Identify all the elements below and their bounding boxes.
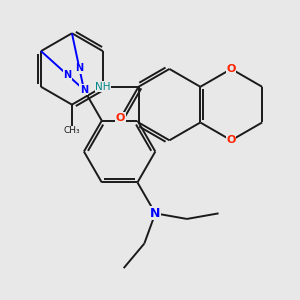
Text: O: O [116, 113, 125, 123]
Text: N: N [75, 63, 83, 73]
Text: NH: NH [95, 82, 111, 92]
Text: N: N [64, 70, 72, 80]
Text: O: O [226, 135, 236, 145]
Text: O: O [226, 64, 236, 74]
Text: N: N [150, 207, 160, 220]
Text: N: N [80, 85, 88, 95]
Text: CH₃: CH₃ [64, 126, 80, 135]
